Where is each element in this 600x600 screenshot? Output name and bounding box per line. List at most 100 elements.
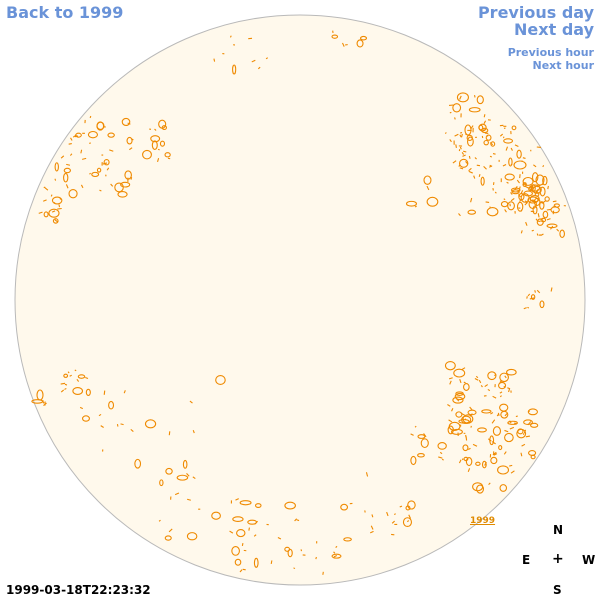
feature-contour <box>502 164 507 167</box>
feature-contour <box>50 194 53 197</box>
feature-contour <box>107 132 115 138</box>
feature-contour <box>536 218 544 226</box>
feature-contour <box>42 401 45 404</box>
next-day-link[interactable]: Next day <box>514 20 594 39</box>
next-hour-link[interactable]: Next hour <box>532 59 595 72</box>
feature-contour <box>215 375 226 385</box>
feature-contour <box>552 200 557 203</box>
feature-contour <box>503 138 514 144</box>
feature-contour <box>103 159 110 166</box>
feature-contour <box>70 137 73 141</box>
feature-contour <box>85 376 89 380</box>
feature-contour <box>96 121 105 130</box>
feature-contour <box>486 207 499 217</box>
feature-contour <box>159 140 166 147</box>
feature-contour <box>495 213 497 216</box>
feature-contour <box>239 569 243 573</box>
feature-contour <box>497 465 510 475</box>
feature-contour <box>69 153 73 156</box>
feature-contour <box>69 374 72 377</box>
previous-hour-link[interactable]: Previous hour <box>507 46 594 59</box>
feature-contour <box>232 64 237 75</box>
feature-contour <box>81 415 90 422</box>
feature-contour <box>477 427 487 433</box>
feature-contour <box>484 384 489 388</box>
feature-contour <box>340 503 349 511</box>
feature-contour <box>287 548 293 558</box>
feature-contour <box>504 412 509 417</box>
feature-contour <box>103 390 106 395</box>
feature-contour <box>482 129 485 131</box>
feature-contour <box>524 201 529 206</box>
feature-contour <box>513 160 527 170</box>
back-to-year-link[interactable]: Back to 1999 <box>6 3 124 22</box>
feature-contour <box>284 546 291 552</box>
feature-contour <box>371 514 374 518</box>
feature-contour <box>444 361 456 371</box>
feature-contour <box>60 389 65 393</box>
feature-contour <box>540 233 544 237</box>
feature-contour <box>492 153 496 155</box>
feature-contour <box>124 170 132 180</box>
feature-contour <box>157 158 160 163</box>
feature-contour <box>538 234 541 236</box>
feature-contour <box>539 186 546 197</box>
feature-contour <box>74 135 79 138</box>
feature-contour <box>239 500 252 506</box>
feature-contour <box>500 410 509 419</box>
feature-contour <box>466 134 473 141</box>
feature-contour <box>498 445 503 451</box>
feature-contour <box>402 517 413 528</box>
feature-contour <box>483 165 487 170</box>
feature-contour <box>455 411 463 418</box>
feature-contour <box>79 406 84 410</box>
feature-contour <box>126 136 133 145</box>
feature-contour <box>458 213 461 217</box>
feature-contour <box>100 425 104 428</box>
feature-contour <box>522 182 527 187</box>
feature-contour <box>60 382 66 385</box>
feature-contour <box>522 176 534 186</box>
feature-contour <box>80 184 84 189</box>
feature-contour <box>370 525 374 530</box>
feature-contour <box>423 175 432 185</box>
feature-contour <box>192 476 196 480</box>
year-marker-link[interactable]: 1999 <box>470 516 496 526</box>
feature-contour <box>491 441 496 445</box>
feature-contour <box>510 147 513 151</box>
feature-contour <box>284 501 296 510</box>
previous-day-link[interactable]: Previous day <box>477 3 594 22</box>
feature-contour <box>487 438 492 442</box>
feature-contour <box>448 421 461 431</box>
feature-contour <box>341 42 345 47</box>
feature-contour <box>293 567 296 570</box>
feature-contour <box>459 95 462 100</box>
feature-contour <box>530 294 536 300</box>
feature-contour <box>478 379 482 384</box>
feature-contour <box>491 419 496 424</box>
feature-contour <box>192 430 195 434</box>
feature-contour <box>520 230 523 234</box>
feature-contour <box>164 152 171 158</box>
feature-contour <box>89 115 92 119</box>
feature-contour <box>527 293 531 297</box>
feature-contour <box>546 218 551 221</box>
feature-contour <box>544 196 550 202</box>
feature-contour <box>468 155 471 159</box>
feature-contour <box>165 467 173 475</box>
feature-contour <box>186 532 198 541</box>
feature-contour <box>174 492 180 496</box>
feature-contour <box>508 157 513 167</box>
feature-contour <box>536 233 539 236</box>
feature-contour <box>77 374 86 379</box>
feature-contour <box>211 511 221 520</box>
feature-contour <box>536 289 541 294</box>
feature-contour <box>537 213 540 218</box>
feature-contour <box>458 158 469 168</box>
feature-contour <box>48 208 60 218</box>
feature-contour <box>231 546 240 556</box>
feature-contour <box>63 172 69 183</box>
feature-contour <box>182 459 188 469</box>
feature-contour <box>472 443 478 447</box>
feature-contour <box>186 472 190 477</box>
